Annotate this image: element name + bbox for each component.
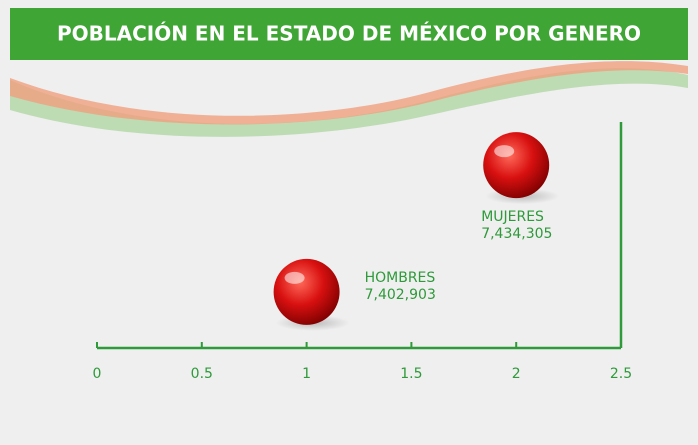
x-tick-label: 2.5 xyxy=(610,366,632,382)
point xyxy=(273,258,340,325)
ball-highlight xyxy=(494,145,515,158)
ball-highlight xyxy=(284,271,305,284)
x-tick-label: 0.5 xyxy=(191,366,213,382)
wave-orange xyxy=(10,61,688,125)
value-label: 7,402,903 xyxy=(365,287,436,303)
point-label: HOMBRES xyxy=(365,270,436,286)
x-tick-label: 1.5 xyxy=(400,366,422,382)
x-tick-label: 2 xyxy=(512,366,521,382)
point xyxy=(483,132,550,199)
x-tick-label: 1 xyxy=(302,366,311,382)
x-tick-label: 0 xyxy=(93,366,102,382)
title-bar xyxy=(10,8,688,60)
point-label: MUJERES xyxy=(481,209,544,225)
wave-green xyxy=(10,68,688,137)
chart-title: POBLACIÓN EN EL ESTADO DE MÉXICO POR GEN… xyxy=(57,22,641,46)
value-label: 7,434,305 xyxy=(481,226,552,242)
